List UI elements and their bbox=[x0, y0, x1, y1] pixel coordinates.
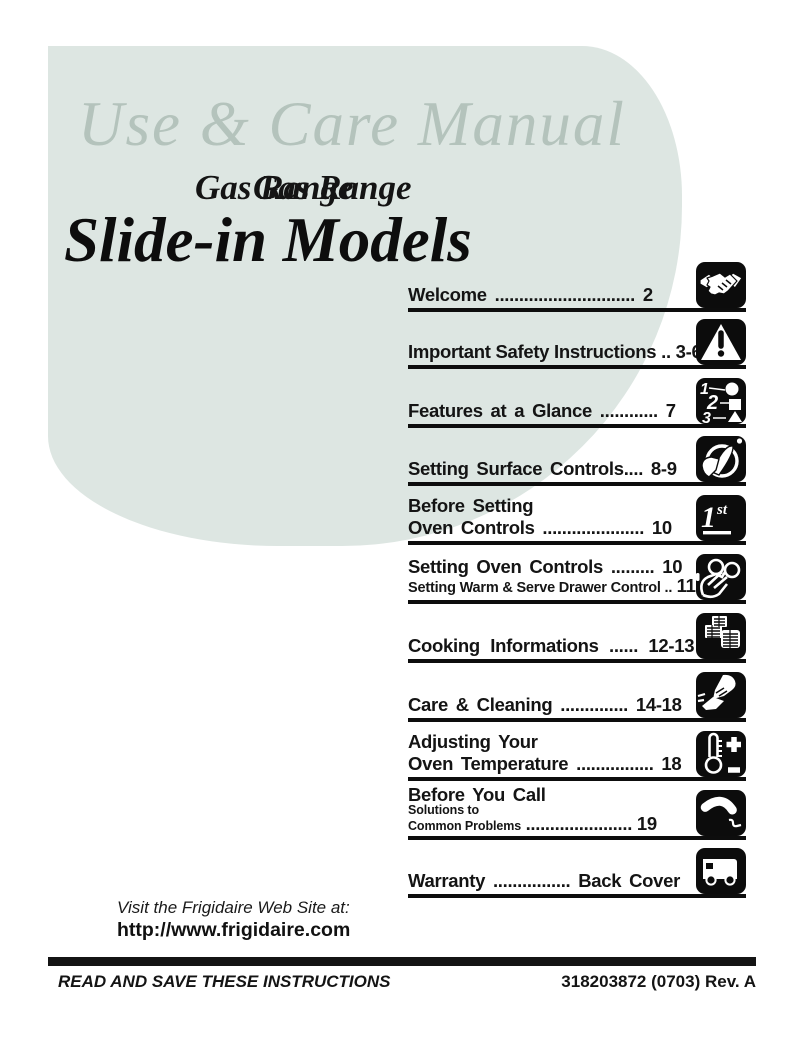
footer-divider-bar bbox=[48, 957, 756, 966]
first-icon: 1 st bbox=[696, 495, 746, 541]
product-name: Gas Range bbox=[195, 168, 354, 207]
toc-entry-label: Before You Call bbox=[408, 784, 546, 805]
toc-entry-label: Before Setting bbox=[408, 495, 534, 516]
website-block: Visit the Frigidaire Web Site at: http:/… bbox=[117, 898, 350, 942]
toc-entry-label: Warranty ................ Back Cover bbox=[408, 870, 681, 891]
toc-entry-safety: Important Safety Instructions .. 3-6 bbox=[408, 319, 746, 369]
toc-entry-sublabel2: Common Problems bbox=[408, 819, 522, 833]
oven-knob-hand-icon bbox=[696, 554, 746, 600]
toc-entry-subpage: 11 bbox=[676, 575, 696, 596]
svg-text:2: 2 bbox=[706, 392, 718, 414]
handshake-icon bbox=[696, 262, 746, 308]
cleaning-hand-icon bbox=[696, 672, 746, 718]
toc-entry-label: Adjusting Your bbox=[408, 731, 538, 752]
toc-entry-label: Setting Surface Controls.... 8-9 bbox=[408, 458, 677, 479]
website-intro-text: Visit the Frigidaire Web Site at: bbox=[117, 898, 350, 917]
page-title: Use & Care Manual bbox=[78, 89, 626, 159]
toc-entry-sublabel: Solutions to bbox=[408, 803, 480, 817]
toc-entry-page: ...................... 19 bbox=[525, 813, 658, 834]
toc-entry-warranty: Warranty ................ Back Cover bbox=[408, 848, 746, 898]
truck-icon bbox=[696, 848, 746, 894]
toc-entry-care-cleaning: Care & Cleaning .............. 14-18 bbox=[408, 672, 746, 722]
surface-dial-icon bbox=[696, 436, 746, 482]
toc-entry-label: Cooking Informations ...... 12-13 bbox=[408, 635, 695, 656]
thermometer-icon bbox=[696, 731, 746, 777]
toc-entry-label: Care & Cleaning .............. 14-18 bbox=[408, 694, 682, 715]
toc-entry-sublabel: Setting Warm & Serve Drawer Control .. bbox=[408, 580, 673, 596]
svg-text:3: 3 bbox=[702, 410, 711, 424]
svg-text:1: 1 bbox=[701, 501, 716, 534]
toc-entry-adjusting-temperature: Adjusting Your Oven Temperature ........… bbox=[408, 730, 746, 781]
toc-entry-label: Setting Oven Controls ......... 10 bbox=[408, 556, 683, 577]
product-name-overprint: Gas Range bbox=[253, 168, 412, 207]
save-instructions-text: READ AND SAVE THESE INSTRUCTIONS bbox=[58, 972, 391, 991]
toc-entry-cooking-information: Cooking Informations ...... 12-13 bbox=[408, 613, 746, 663]
svg-text:st: st bbox=[716, 502, 728, 518]
toc-entry-label-line2: Oven Controls ..................... 10 bbox=[408, 517, 672, 538]
part-number-text: 318203872 (0703) Rev. A bbox=[561, 972, 756, 991]
toc-entry-before-you-call: Before You Call Solutions to Common Prob… bbox=[408, 784, 746, 840]
toc-entry-welcome: Welcome ............................. 2 bbox=[408, 262, 746, 312]
model-line-title: Slide-in Models bbox=[64, 205, 472, 275]
toc-entry-label: Features at a Glance ............ 7 bbox=[408, 400, 676, 421]
toc-entry-setting-oven-controls: Setting Oven Controls ......... 10 Setti… bbox=[408, 553, 746, 604]
svg-text:1: 1 bbox=[700, 381, 709, 398]
toc-entry-label-line2: Oven Temperature ................ 18 bbox=[408, 753, 682, 774]
phone-icon bbox=[696, 790, 746, 836]
website-url-text: http://www.frigidaire.com bbox=[117, 919, 351, 941]
cooking-charts-icon bbox=[696, 613, 746, 659]
toc-entry-label: Important Safety Instructions .. 3-6 bbox=[408, 341, 702, 362]
toc-entry-surface-controls: Setting Surface Controls.... 8-9 bbox=[408, 436, 746, 486]
toc-entry-label: Welcome ............................. 2 bbox=[408, 284, 653, 305]
warning-icon bbox=[696, 319, 746, 365]
toc-entry-before-setting-oven: Before Setting Oven Controls ...........… bbox=[408, 494, 746, 545]
